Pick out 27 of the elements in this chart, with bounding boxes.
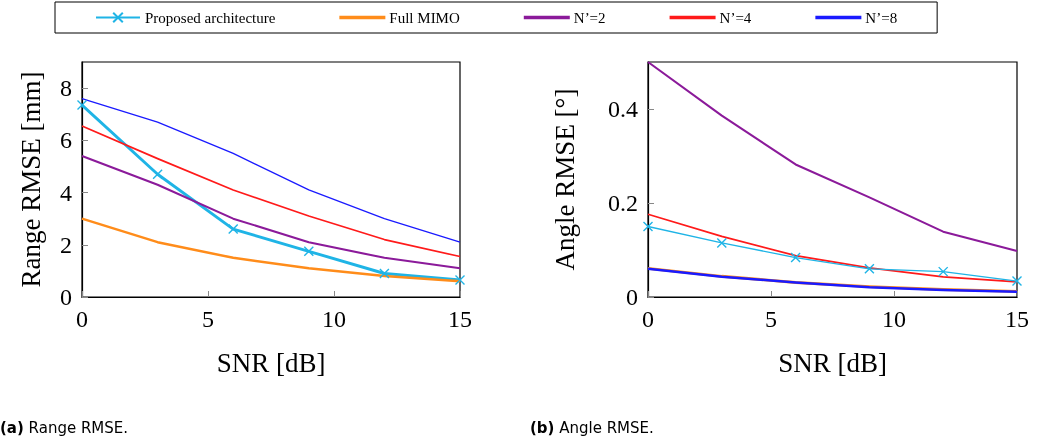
y-axis-title: Angle RMSE [°] xyxy=(549,88,580,271)
x-tick-label: 15 xyxy=(448,306,472,332)
x-tick-label: 0 xyxy=(642,306,654,332)
x-tick-label: 0 xyxy=(76,306,88,332)
y-tick-label: 0.2 xyxy=(608,190,638,216)
text: (a) Range RMSE. xyxy=(0,418,129,437)
x-axis-title: SNR [dB] xyxy=(216,347,326,378)
y-tick-label: 0 xyxy=(626,284,638,310)
y-tick-label: 6 xyxy=(60,127,72,154)
y-tick-label: 0 xyxy=(60,284,72,310)
legend-label: N’=2 xyxy=(573,9,606,26)
x-tick-label: 15 xyxy=(1005,306,1029,332)
y-tick-label: 8 xyxy=(60,75,72,102)
y-tick-label: 2 xyxy=(60,231,72,258)
y-tick-label: 0.4 xyxy=(608,96,638,122)
legend-label: N’=8 xyxy=(865,9,898,26)
x-axis-title: SNR [dB] xyxy=(778,347,887,378)
x-tick-label: 5 xyxy=(202,306,214,332)
y-axis-title: Range RMSE [mm] xyxy=(15,71,46,288)
y-tick-label: 4 xyxy=(60,179,72,206)
x-tick-label: 10 xyxy=(882,306,906,332)
legend-label: N’=4 xyxy=(719,9,752,26)
x-tick-label: 10 xyxy=(322,306,346,332)
x-tick-label: 5 xyxy=(765,306,777,332)
legend-label: Full MIMO xyxy=(389,9,460,26)
text: (b) Angle RMSE. xyxy=(530,418,654,437)
legend-label: Proposed architecture xyxy=(145,9,276,26)
